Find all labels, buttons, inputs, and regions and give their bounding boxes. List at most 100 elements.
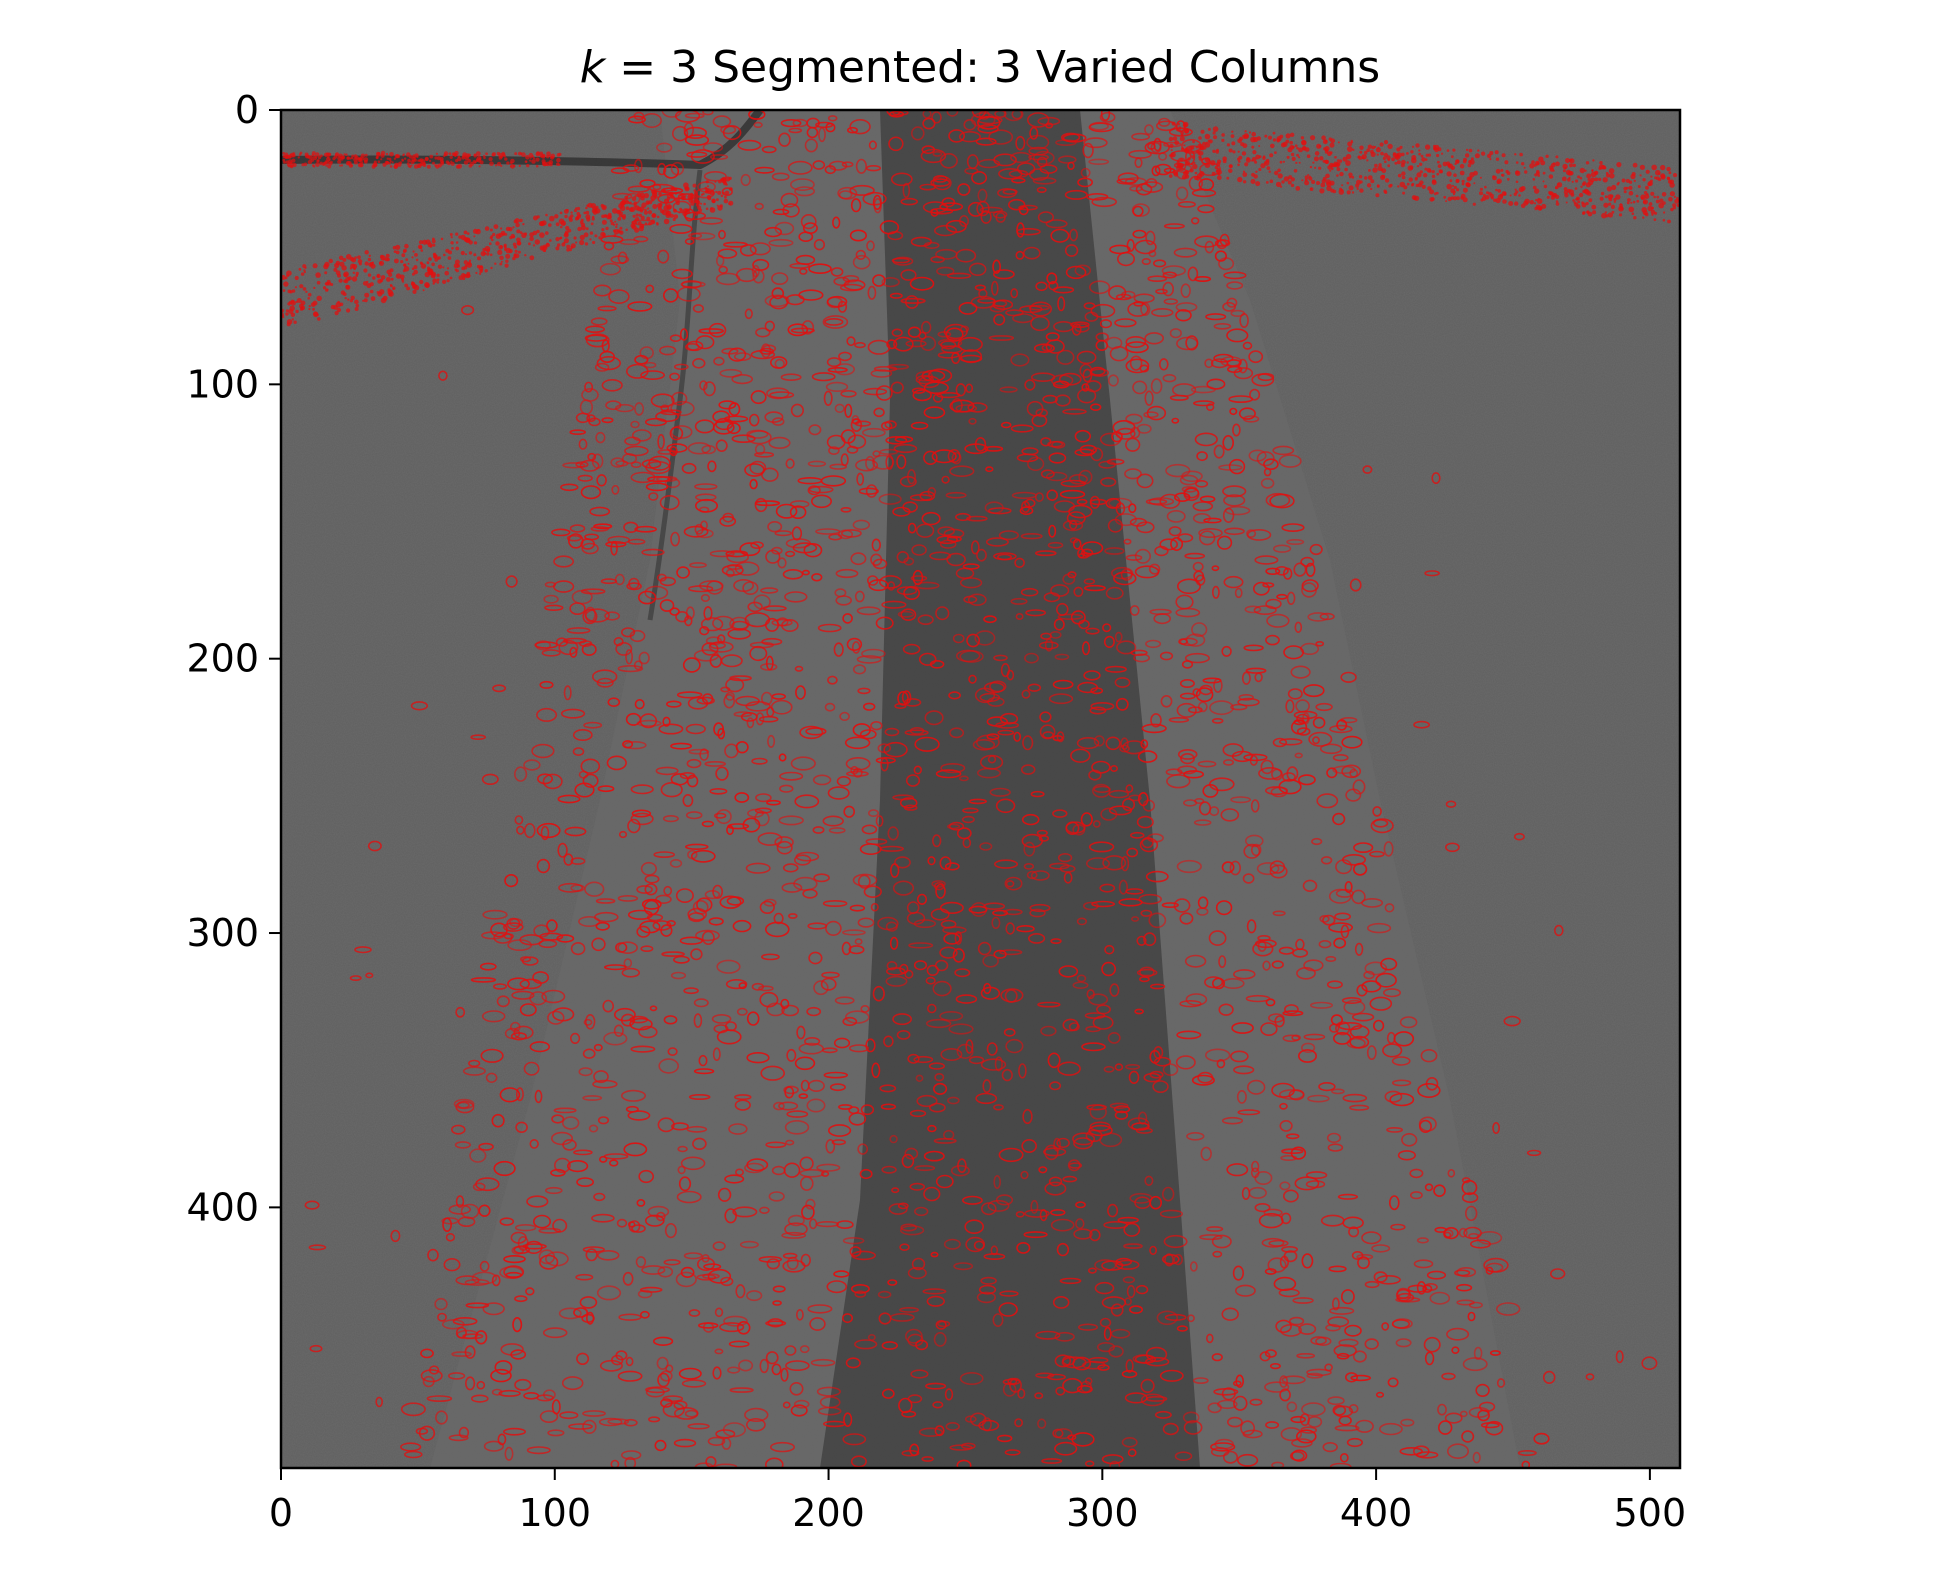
- segment-contour: [888, 1203, 908, 1215]
- segment-contour: [740, 173, 751, 187]
- segment-point: [313, 311, 319, 318]
- segment-point: [385, 253, 390, 258]
- segment-contour: [828, 827, 846, 834]
- segment-contour: [614, 403, 635, 413]
- segment-point: [1487, 153, 1492, 159]
- segment-contour: [1108, 285, 1127, 300]
- segment-contour: [968, 417, 977, 425]
- segment-contour: [985, 537, 1009, 547]
- segment-contour: [1204, 976, 1224, 989]
- segment-contour: [649, 1005, 658, 1012]
- segment-point: [1611, 210, 1615, 214]
- segment-point: [1370, 149, 1374, 154]
- segment-contour: [1364, 961, 1388, 976]
- segment-contour: [670, 161, 685, 176]
- segment-contour: [854, 938, 863, 945]
- segment-contour: [831, 1139, 846, 1146]
- segment-contour: [1282, 772, 1296, 782]
- segment-contour: [881, 277, 900, 288]
- segment-contour: [1044, 1144, 1059, 1161]
- segment-point: [485, 152, 488, 156]
- segment-contour: [879, 845, 904, 852]
- segment-point: [282, 289, 286, 292]
- y-tick-label: 100: [186, 362, 259, 406]
- segment-contour: [708, 641, 734, 653]
- segment-contour: [482, 1302, 505, 1316]
- segment-point: [1251, 131, 1256, 137]
- segment-contour: [1301, 582, 1317, 598]
- segment-point: [605, 226, 609, 231]
- segment-point: [1633, 216, 1637, 220]
- segment-contour: [723, 693, 736, 709]
- segment-contour: [727, 823, 750, 830]
- segment-contour: [1265, 634, 1280, 646]
- segment-contour: [1050, 1209, 1066, 1217]
- segment-point: [1291, 156, 1296, 161]
- segment-point: [1632, 200, 1636, 204]
- segment-contour: [1238, 694, 1254, 701]
- segment-contour: [1332, 1032, 1352, 1045]
- segment-contour: [1296, 1353, 1316, 1359]
- segment-point: [410, 164, 413, 167]
- segment-contour: [994, 1056, 1003, 1072]
- segment-contour: [1124, 468, 1142, 480]
- segment-point: [717, 190, 722, 195]
- segment-point: [1372, 167, 1378, 173]
- segment-contour: [785, 1139, 795, 1146]
- segment-contour: [547, 1010, 565, 1025]
- segment-point: [307, 297, 311, 300]
- segment-point: [1255, 154, 1261, 160]
- segment-contour: [479, 962, 497, 971]
- segment-contour: [794, 186, 816, 197]
- segment-point: [450, 236, 453, 239]
- segment-contour: [1223, 1450, 1239, 1464]
- segment-contour: [915, 1074, 924, 1083]
- segment-point: [449, 233, 453, 236]
- segment-contour: [968, 262, 987, 276]
- segment-contour: [715, 439, 728, 453]
- segment-point: [287, 154, 291, 158]
- segment-point: [454, 259, 460, 265]
- segment-contour: [775, 503, 798, 519]
- segment-contour: [959, 577, 983, 589]
- segment-contour: [991, 916, 1001, 930]
- segment-contour: [1086, 989, 1095, 1000]
- segment-point: [1200, 147, 1203, 151]
- segment-contour: [875, 385, 893, 401]
- segment-contour: [630, 420, 640, 429]
- segment-point: [1401, 175, 1406, 180]
- segment-contour: [881, 600, 907, 609]
- segment-contour: [1125, 358, 1150, 374]
- segment-contour: [1384, 903, 1395, 913]
- segment-contour: [422, 1375, 435, 1388]
- segment-point: [312, 155, 318, 161]
- segment-point: [638, 221, 642, 225]
- segment-contour: [771, 618, 793, 627]
- segment-contour: [1246, 1079, 1266, 1095]
- segment-point: [1555, 155, 1559, 159]
- segment-contour: [1272, 737, 1288, 748]
- segment-contour: [503, 1265, 525, 1279]
- segment-contour: [822, 899, 848, 907]
- segment-point: [1608, 168, 1615, 174]
- segment-contour: [1062, 133, 1087, 143]
- segment-point: [1192, 140, 1195, 144]
- segment-contour: [827, 1124, 852, 1137]
- segment-contour: [650, 393, 675, 408]
- segment-point: [716, 198, 719, 202]
- segment-contour: [844, 403, 853, 418]
- segment-point: [680, 209, 684, 213]
- segment-contour: [852, 519, 870, 531]
- segment-point: [298, 153, 302, 156]
- segment-contour: [726, 551, 750, 564]
- segment-point: [1496, 178, 1502, 184]
- segment-point: [500, 245, 503, 248]
- segment-contour: [840, 453, 849, 467]
- segment-point: [524, 160, 528, 163]
- segment-contour: [523, 822, 536, 839]
- segment-contour: [923, 381, 949, 395]
- segment-contour: [703, 606, 713, 621]
- segment-point: [1603, 166, 1607, 170]
- segment-contour: [1115, 427, 1136, 440]
- segment-contour: [1641, 1356, 1658, 1370]
